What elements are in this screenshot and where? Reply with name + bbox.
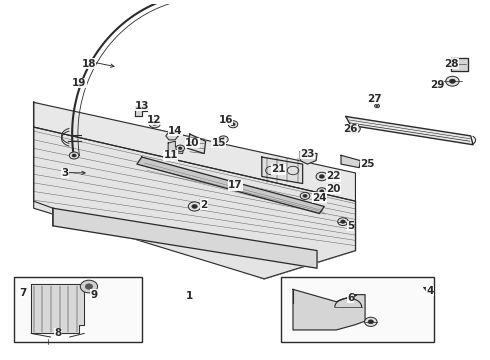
Circle shape: [221, 138, 225, 141]
Circle shape: [219, 136, 228, 143]
Circle shape: [149, 119, 161, 128]
Polygon shape: [293, 289, 365, 330]
Circle shape: [303, 194, 307, 198]
Circle shape: [192, 204, 197, 208]
Polygon shape: [168, 141, 184, 154]
Text: 3: 3: [61, 168, 69, 178]
Circle shape: [446, 76, 459, 86]
Circle shape: [349, 125, 360, 133]
Text: 19: 19: [72, 78, 87, 88]
Text: 24: 24: [312, 193, 327, 203]
Text: 9: 9: [90, 290, 98, 300]
Text: 11: 11: [163, 150, 178, 160]
Text: 8: 8: [54, 328, 61, 338]
Text: 23: 23: [300, 149, 315, 158]
Text: 17: 17: [228, 180, 243, 190]
Circle shape: [176, 145, 185, 152]
Text: 16: 16: [219, 115, 233, 125]
Circle shape: [69, 152, 79, 159]
Circle shape: [376, 105, 378, 107]
Circle shape: [352, 127, 357, 131]
Circle shape: [72, 154, 76, 157]
Text: 7: 7: [20, 288, 27, 298]
Text: 13: 13: [135, 101, 149, 111]
FancyBboxPatch shape: [14, 277, 142, 342]
Polygon shape: [335, 298, 362, 307]
Circle shape: [368, 320, 373, 324]
Text: 6: 6: [347, 293, 354, 303]
Text: 1: 1: [186, 292, 194, 301]
Text: 29: 29: [430, 80, 444, 90]
Circle shape: [338, 218, 348, 225]
Circle shape: [375, 104, 379, 108]
Text: 14: 14: [168, 126, 183, 136]
Polygon shape: [341, 155, 360, 168]
Circle shape: [319, 175, 324, 178]
Text: 4: 4: [426, 286, 434, 296]
Polygon shape: [34, 102, 355, 279]
Circle shape: [231, 123, 235, 126]
Text: 20: 20: [327, 184, 341, 194]
Polygon shape: [31, 284, 84, 333]
Circle shape: [449, 79, 456, 84]
Circle shape: [300, 192, 310, 199]
Text: 2: 2: [200, 200, 208, 210]
Circle shape: [80, 280, 98, 293]
Text: 21: 21: [271, 165, 286, 174]
Polygon shape: [34, 127, 355, 279]
Circle shape: [319, 190, 324, 193]
Text: 10: 10: [185, 138, 199, 148]
Circle shape: [188, 202, 201, 211]
Circle shape: [152, 122, 157, 125]
Text: 12: 12: [147, 115, 161, 125]
Polygon shape: [300, 152, 317, 164]
Text: 26: 26: [343, 124, 358, 134]
Polygon shape: [187, 134, 206, 154]
Circle shape: [228, 121, 238, 128]
FancyBboxPatch shape: [281, 277, 434, 342]
Polygon shape: [135, 106, 147, 117]
Polygon shape: [451, 58, 468, 71]
Text: 28: 28: [444, 59, 459, 68]
Circle shape: [365, 317, 377, 327]
Polygon shape: [53, 208, 317, 268]
Text: 5: 5: [347, 221, 354, 231]
Circle shape: [341, 220, 345, 223]
Polygon shape: [34, 102, 355, 201]
Text: 15: 15: [211, 138, 226, 148]
Polygon shape: [137, 157, 324, 213]
Text: 22: 22: [327, 171, 341, 181]
Circle shape: [317, 188, 327, 195]
Polygon shape: [262, 157, 303, 184]
Text: 25: 25: [360, 159, 375, 169]
Circle shape: [178, 147, 182, 150]
Text: 18: 18: [82, 59, 96, 68]
Polygon shape: [346, 117, 473, 145]
Text: 27: 27: [368, 94, 382, 104]
Circle shape: [316, 172, 328, 181]
Polygon shape: [166, 132, 178, 140]
Circle shape: [85, 284, 93, 289]
